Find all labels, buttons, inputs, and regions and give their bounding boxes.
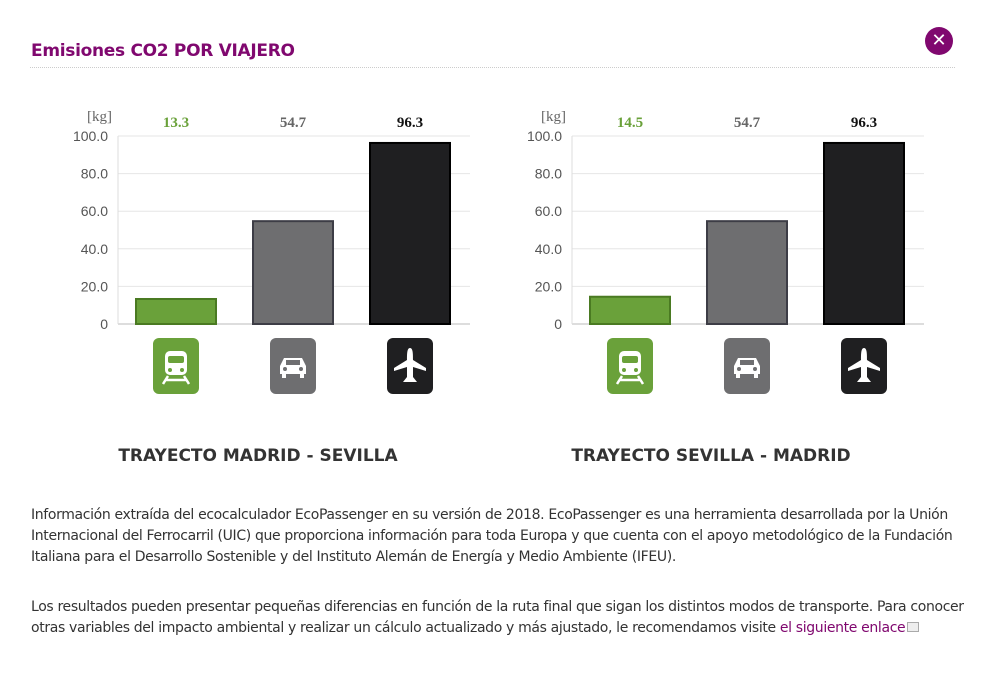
car-icon <box>270 338 316 394</box>
unit-label: [kg] <box>87 109 112 125</box>
bar-plane <box>369 141 451 326</box>
y-tick-label: 40.0 <box>81 241 108 257</box>
y-tick-label: 20.0 <box>535 278 562 294</box>
y-tick-label: 20.0 <box>81 278 108 294</box>
y-tick-label: 100.0 <box>73 128 108 144</box>
external-link[interactable]: el siguiente enlace <box>779 620 906 636</box>
results-paragraph: Los resultados pueden presentar pequeñas… <box>31 597 966 639</box>
chart-sevilla-madrid: 0 20.0 40.0 60.0 80.0 100.0 [kg] 14.5 54.7 96.3 <box>527 109 924 394</box>
external-link-icon <box>907 622 920 632</box>
bar-train <box>135 297 217 326</box>
y-tick-label: 0 <box>554 316 562 332</box>
y-tick-label: 60.0 <box>535 203 562 219</box>
train-icon <box>607 338 653 394</box>
value-label: 14.5 <box>617 115 643 131</box>
y-tick-label: 0 <box>100 316 108 332</box>
plane-icon <box>387 338 433 394</box>
plane-icon <box>841 338 887 394</box>
info-paragraph: Información extraída del ecocalculador E… <box>31 507 953 565</box>
value-label: 54.7 <box>734 115 761 131</box>
unit-label: [kg] <box>541 109 566 125</box>
close-icon[interactable]: ✕ <box>925 27 953 55</box>
value-label: 13.3 <box>163 115 189 131</box>
value-label: 96.3 <box>397 115 423 131</box>
value-label: 96.3 <box>851 115 877 131</box>
car-icon <box>724 338 770 394</box>
bar-plane <box>823 141 905 326</box>
bar-train <box>589 295 671 326</box>
chart-madrid-sevilla: 0 20.0 40.0 60.0 80.0 100.0 [kg] 13.3 54.7 96.3 <box>73 109 470 394</box>
y-tick-label: 100.0 <box>527 128 562 144</box>
train-icon <box>153 338 199 394</box>
divider <box>30 67 955 68</box>
y-tick-label: 60.0 <box>81 203 108 219</box>
results-text: Los resultados pueden presentar pequeñas… <box>31 599 964 636</box>
y-tick-label: 80.0 <box>81 166 108 182</box>
y-tick-label: 80.0 <box>535 166 562 182</box>
modal-title: Emisiones CO2 POR VIAJERO <box>31 41 295 61</box>
route-title-madrid-sevilla: TRAYECTO MADRID - SEVILLA <box>118 446 398 466</box>
value-label: 54.7 <box>280 115 307 131</box>
y-tick-label: 40.0 <box>535 241 562 257</box>
route-title-sevilla-madrid: TRAYECTO SEVILLA - MADRID <box>571 446 851 466</box>
bar-car <box>706 220 788 325</box>
bar-car <box>252 220 334 325</box>
